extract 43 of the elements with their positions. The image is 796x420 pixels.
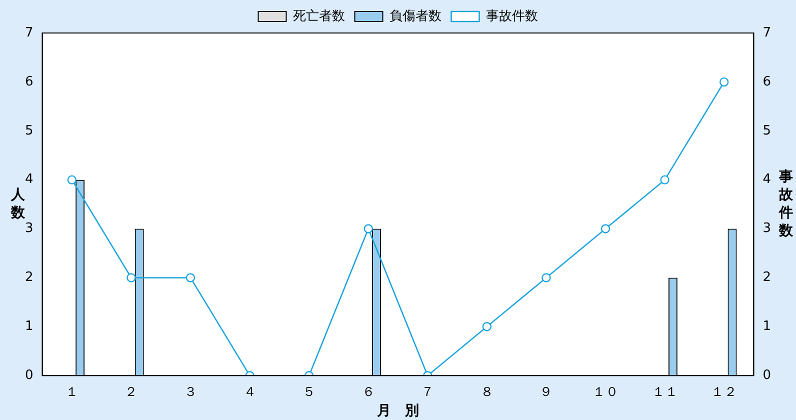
point (600, 224, 610, 234)
x-tick-label: ５ (302, 384, 316, 400)
y-axis-title: 人数 (10, 186, 26, 221)
legend-label: 負傷者数 (389, 8, 442, 24)
point (67, 175, 77, 184)
y-tick-label: 6 (24, 74, 34, 90)
x-tick-label: ２ (124, 384, 138, 400)
x-tick-label: ６ (362, 384, 375, 400)
y2-tick-label: 0 (762, 368, 772, 383)
x-axis-title: 月 別 (376, 403, 419, 420)
y-tick-label: 3 (24, 221, 34, 236)
y-tick-label: 0 (24, 368, 34, 383)
x-tick-label: １１ (652, 384, 678, 400)
y-tick-label: 4 (24, 172, 34, 188)
point (186, 273, 196, 282)
x-tick-label: １０ (592, 384, 619, 400)
y2-axis-title: 事故件数 (778, 168, 794, 239)
x-tick-label: ９ (540, 384, 553, 400)
x-tick-label: １２ (711, 384, 738, 400)
point (364, 224, 373, 234)
y2-tick-label: 7 (762, 25, 772, 40)
legend-label: 死亡者数 (292, 8, 345, 24)
y-tick-label: 7 (24, 25, 34, 40)
y-tick-label: 5 (24, 123, 34, 138)
legend-label: 事故件数 (486, 8, 538, 24)
x-tick-label: ７ (421, 384, 434, 400)
point (660, 175, 670, 184)
y2-tick-label: 6 (762, 74, 772, 90)
y2-tick-label: 1 (762, 319, 772, 334)
point (482, 322, 492, 332)
x-tick-label: ４ (243, 384, 256, 400)
y-tick-label: 1 (24, 319, 34, 334)
y-tick-label: 2 (24, 270, 34, 286)
y2-tick-label: 5 (762, 123, 772, 138)
point (719, 77, 729, 87)
y2-tick-label: 4 (762, 172, 772, 188)
y2-tick-label: 2 (762, 270, 772, 286)
point (542, 273, 551, 282)
x-tick-label: ８ (480, 384, 494, 400)
x-tick-label: １ (65, 384, 78, 400)
x-tick-label: ３ (184, 384, 197, 400)
y2-tick-label: 3 (762, 221, 772, 236)
point (126, 273, 136, 282)
